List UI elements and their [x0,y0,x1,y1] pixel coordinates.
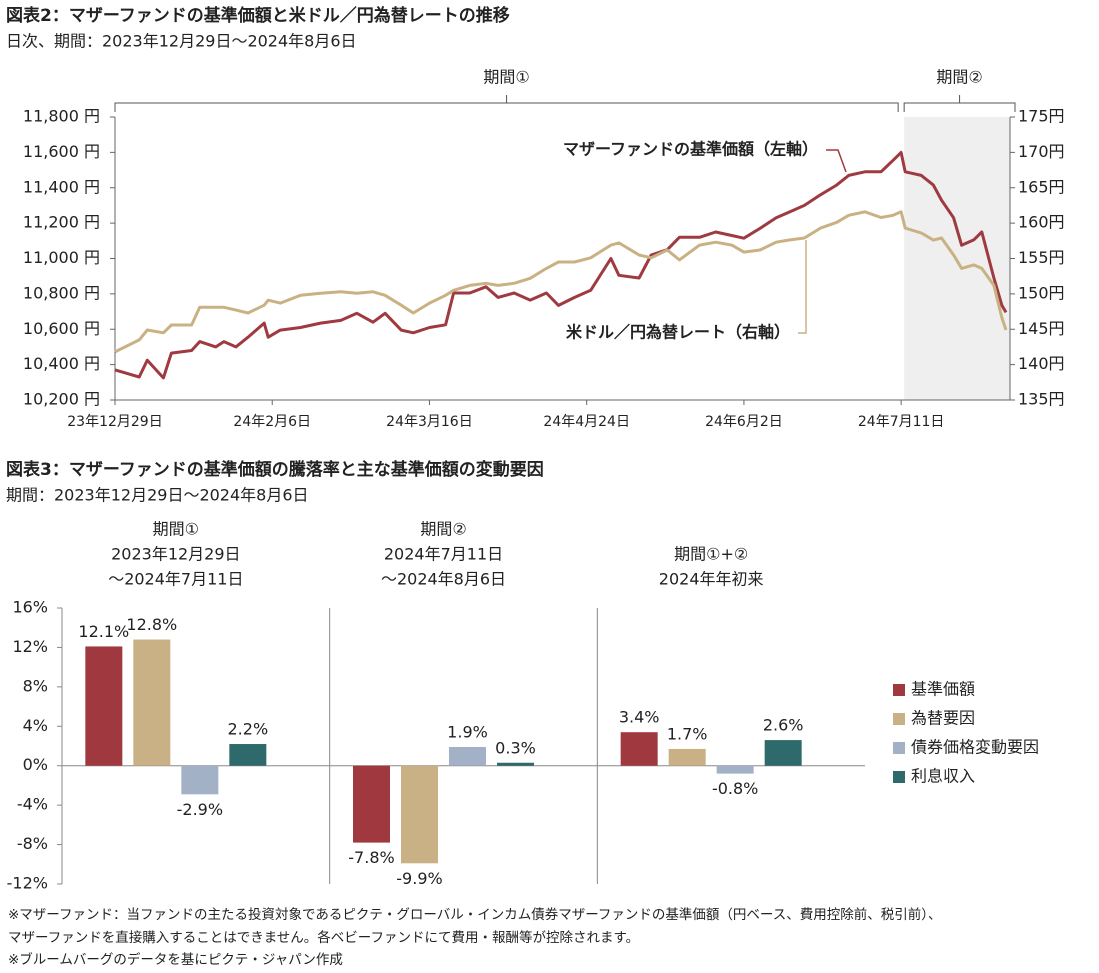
category-label: ～2024年7月11日 [108,570,243,589]
y2-tick-label: 165円 [1018,177,1065,196]
bar [497,762,534,766]
data-label: 3.4% [619,708,660,727]
bar [401,765,438,864]
data-label: 0.3% [495,738,536,757]
y-tick-label: 11,000 円 [23,248,100,267]
category-label: 2024年7月11日 [384,545,503,564]
legend-swatch [893,742,905,754]
bar [668,748,706,766]
bar [85,646,123,766]
category-label: 2024年年初来 [659,570,764,589]
y2-tick-label: 170円 [1018,142,1065,161]
y-tick-label: 11,200 円 [23,213,100,232]
y2-tick-label: 140円 [1018,354,1065,373]
series-line [114,150,1008,380]
axes [114,117,1011,401]
data-label: 1.7% [667,724,708,743]
legend-label: 基準価額 [911,680,975,699]
y-tick-label: -8% [17,834,48,853]
x-tick-label: 24年3月16日 [386,414,473,430]
bar [181,765,219,795]
category-label: ～2024年8月6日 [381,570,506,589]
y-tick-label: 0% [23,755,48,774]
y-tick-label: 10,800 円 [23,283,100,302]
data-label: -2.9% [177,800,223,819]
y-tick-label: -12% [7,874,48,893]
period-label: 期間② [936,68,982,87]
bar [716,765,754,774]
label-leader [798,240,807,334]
bar [449,746,486,766]
x-tick-label: 24年2月6日 [233,414,311,430]
bar [764,740,802,766]
y2-tick-label: 145円 [1018,319,1065,338]
y-tick-label: 11,400 円 [23,177,100,196]
bar [620,732,658,766]
y-tick-label: 16% [12,598,48,617]
bar [133,639,171,766]
data-label: 12.8% [126,615,177,634]
x-tick-label: 24年4月24日 [543,414,630,430]
y-tick-label: 11,800 円 [23,107,100,126]
footnote: ※マザーファンド：当ファンドの主たる投資対象であるピクテ・グローバル・インカム債… [8,906,942,923]
x-tick-label: 23年12月29日 [67,414,162,430]
y-tick-label: 10,400 円 [23,354,100,373]
y2-tick-label: 135円 [1018,390,1065,409]
y-tick-label: 10,200 円 [23,390,100,409]
bar [229,744,267,766]
series-label: 米ドル／円為替レート（右軸） [566,323,790,342]
legend-label: 為替要因 [911,709,975,728]
period-bracket [903,95,1016,112]
chart-title: 図表3：マザーファンドの基準価額の騰落率と主な基準価額の変動要因 [6,459,544,480]
y-tick-label: 8% [23,676,48,695]
category-label: 期間① [153,520,199,539]
series-line [114,210,1008,354]
category-label: 期間② [420,520,466,539]
data-label: -0.8% [712,779,758,798]
period-bracket [114,95,899,112]
data-label: 2.6% [763,716,804,735]
y-tick-label: 10,600 円 [23,319,100,338]
x-tick-label: 24年6月2日 [705,414,783,430]
footnote: ※ブルームバーグのデータを基にピクテ・ジャパン作成 [8,951,343,968]
x-tick-label: 24年7月11日 [858,414,945,430]
legend-swatch [893,713,905,725]
legend-swatch [893,771,905,783]
period-label: 期間① [483,68,529,87]
legend-label: 利息収入 [911,767,975,786]
chart-title: 図表2：マザーファンドの基準価額と米ドル／円為替レートの推移 [6,5,510,26]
data-label: 12.1% [78,622,129,641]
legend-label: 債券価格変動要因 [911,738,1039,757]
bar [353,765,390,843]
footnote: マザーファンドを直接購入することはできません。各ベビーファンドにて費用・報酬等が… [8,929,639,946]
data-label: 2.2% [228,720,269,739]
y2-tick-label: 150円 [1018,283,1065,302]
y-tick-label: 4% [23,716,48,735]
y-tick-label: -4% [17,795,48,814]
legend-swatch [893,684,905,696]
y2-tick-label: 155円 [1018,248,1065,267]
y2-tick-label: 160円 [1018,213,1065,232]
chart-subtitle: 期間：2023年12月29日～2024年8月6日 [6,486,309,505]
data-label: 1.9% [447,722,488,741]
category-label: 期間①+② [674,545,748,564]
category-label: 2023年12月29日 [111,545,240,564]
series-label: マザーファンドの基準価額（左軸） [563,140,818,159]
label-leader [826,149,847,173]
data-label: -7.8% [348,848,394,867]
y-tick-label: 12% [12,637,48,656]
chart-subtitle: 日次、期間：2023年12月29日～2024年8月6日 [6,32,357,51]
data-label: -9.9% [396,869,442,888]
y-tick-label: 11,600 円 [23,142,100,161]
y2-tick-label: 175円 [1018,107,1065,126]
